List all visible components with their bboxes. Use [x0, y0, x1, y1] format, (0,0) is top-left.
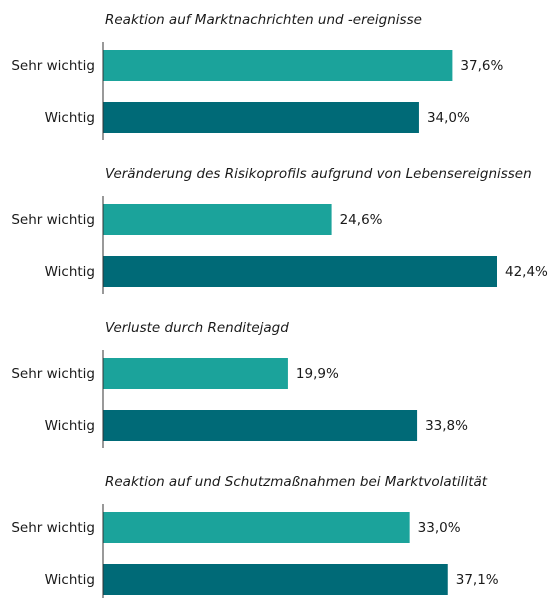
category-label: Wichtig — [45, 110, 95, 126]
value-label: 33,8% — [425, 418, 468, 434]
category-label: Sehr wichtig — [11, 366, 95, 382]
value-label: 33,0% — [418, 520, 461, 536]
value-label: 42,4% — [505, 264, 548, 280]
bar — [103, 102, 419, 133]
bar — [103, 410, 418, 441]
subchart-title: Reaktion auf und Schutzmaßnahmen bei Mar… — [105, 474, 488, 490]
value-label: 19,9% — [296, 366, 339, 382]
category-label: Wichtig — [45, 572, 95, 588]
category-label: Sehr wichtig — [11, 212, 95, 228]
bar — [103, 358, 288, 389]
subchart-title: Veränderung des Risikoprofils aufgrund v… — [105, 166, 532, 182]
subchart-title: Reaktion auf Marktnachrichten und -ereig… — [105, 12, 422, 28]
category-label: Wichtig — [45, 264, 95, 280]
category-label: Sehr wichtig — [11, 520, 95, 536]
value-label: 37,6% — [460, 58, 503, 74]
bar — [103, 512, 410, 543]
bar — [103, 50, 453, 81]
value-label: 37,1% — [456, 572, 499, 588]
subchart-title: Verluste durch Renditejagd — [105, 320, 289, 336]
bar — [103, 564, 448, 595]
bar — [103, 256, 497, 287]
value-label: 24,6% — [340, 212, 383, 228]
category-label: Sehr wichtig — [11, 58, 95, 74]
category-label: Wichtig — [45, 418, 95, 434]
bar — [103, 204, 332, 235]
value-label: 34,0% — [427, 110, 470, 126]
